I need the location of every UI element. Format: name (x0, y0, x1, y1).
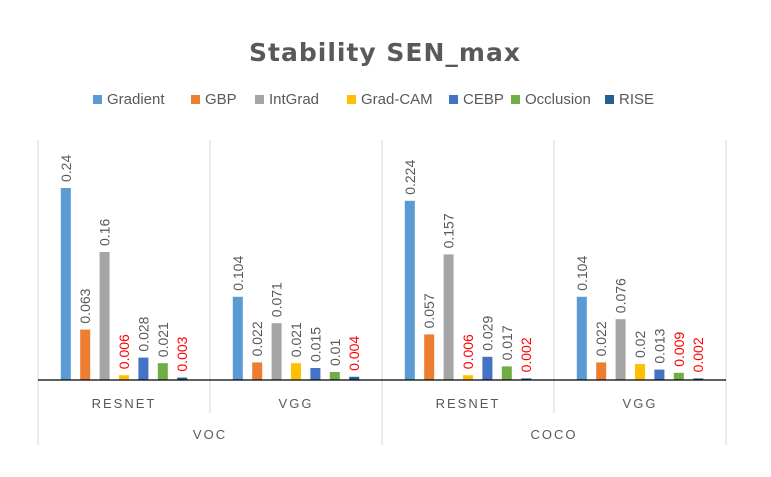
data-label: 0.16 (97, 219, 113, 246)
legend-swatch (191, 95, 200, 104)
category-label-inner: VGG (623, 396, 658, 411)
data-label: 0.028 (135, 316, 151, 351)
category-dividers (37, 140, 727, 445)
legend-swatch (605, 95, 614, 104)
legend-item: GBP (191, 91, 237, 108)
data-label: 0.022 (593, 321, 609, 356)
data-label: 0.006 (116, 334, 132, 369)
legend-item: IntGrad (255, 91, 319, 108)
data-label: 0.017 (499, 325, 515, 360)
bar (443, 254, 454, 380)
bar (576, 296, 587, 380)
bar (654, 369, 665, 380)
bar (177, 377, 188, 380)
bar (501, 366, 512, 380)
legend-label: Gradient (107, 91, 165, 108)
data-label: 0.029 (479, 316, 495, 351)
data-label: 0.015 (307, 327, 323, 362)
bar (138, 357, 149, 380)
legend-swatch (255, 95, 264, 104)
bar (60, 188, 71, 380)
bar (157, 363, 168, 380)
category-label-inner: VGG (279, 396, 314, 411)
bar (673, 372, 684, 380)
bar (693, 378, 704, 380)
bar (424, 334, 435, 380)
data-label: 0.224 (402, 160, 418, 195)
data-label: 0.01 (327, 339, 343, 366)
data-label: 0.157 (441, 213, 457, 248)
legend-item: Grad-CAM (347, 91, 433, 108)
legend-label: CEBP (463, 91, 504, 108)
data-label: 0.021 (155, 322, 171, 357)
data-label: 0.063 (77, 288, 93, 323)
bar (119, 375, 129, 380)
chart-title: Stability SEN_max (249, 38, 521, 67)
bar (482, 356, 493, 380)
bar (252, 362, 263, 380)
data-label: 0.104 (230, 256, 246, 291)
bar (635, 364, 645, 380)
legend-label: Grad-CAM (361, 91, 433, 108)
bar (310, 368, 321, 380)
data-label: 0.076 (613, 278, 629, 313)
legend-label: Occlusion (525, 91, 591, 108)
bar (329, 372, 340, 380)
legend-swatch (511, 95, 520, 104)
legend-item: RISE (605, 91, 654, 108)
legend-item: Occlusion (511, 91, 591, 108)
data-label: 0.071 (269, 282, 285, 317)
bar (99, 252, 110, 380)
data-label: 0.022 (249, 321, 265, 356)
legend-swatch (93, 95, 102, 104)
legend-swatch (449, 95, 458, 104)
legend-label: IntGrad (269, 91, 319, 108)
category-label-inner: RESNET (92, 396, 157, 411)
data-label: 0.02 (632, 331, 648, 358)
bar (271, 323, 282, 380)
bar (80, 329, 91, 380)
bars (60, 188, 704, 380)
data-label: 0.006 (460, 334, 476, 369)
legend-item: Gradient (93, 91, 165, 108)
category-label-inner: RESNET (436, 396, 501, 411)
data-label: 0.24 (58, 155, 74, 182)
legend-label: RISE (619, 91, 654, 108)
data-label: 0.002 (518, 337, 534, 372)
bar (404, 200, 415, 380)
legend-label: GBP (205, 91, 237, 108)
data-label: 0.003 (174, 336, 190, 371)
data-label: 0.013 (651, 328, 667, 363)
legend-swatch (347, 95, 356, 104)
category-labels: RESNET VGG RESNET VGG VOC COCO (92, 396, 658, 442)
data-label: 0.104 (574, 256, 590, 291)
legend-item: CEBP (449, 91, 504, 108)
category-label-outer: VOC (193, 427, 227, 442)
data-label: 0.004 (346, 336, 362, 371)
chart-legend: Gradient GBP IntGrad Grad-CAM CEBP Occlusion R… (93, 91, 654, 108)
bar (521, 378, 532, 380)
bar (232, 296, 243, 380)
category-label-outer: COCO (531, 427, 578, 442)
data-label: 0.009 (671, 332, 687, 367)
bar (596, 362, 607, 380)
data-label: 0.021 (288, 322, 304, 357)
bar (349, 376, 360, 380)
bar (291, 363, 301, 380)
bar (615, 319, 626, 380)
data-label: 0.002 (690, 337, 706, 372)
bar (463, 375, 473, 380)
data-label: 0.057 (421, 293, 437, 328)
